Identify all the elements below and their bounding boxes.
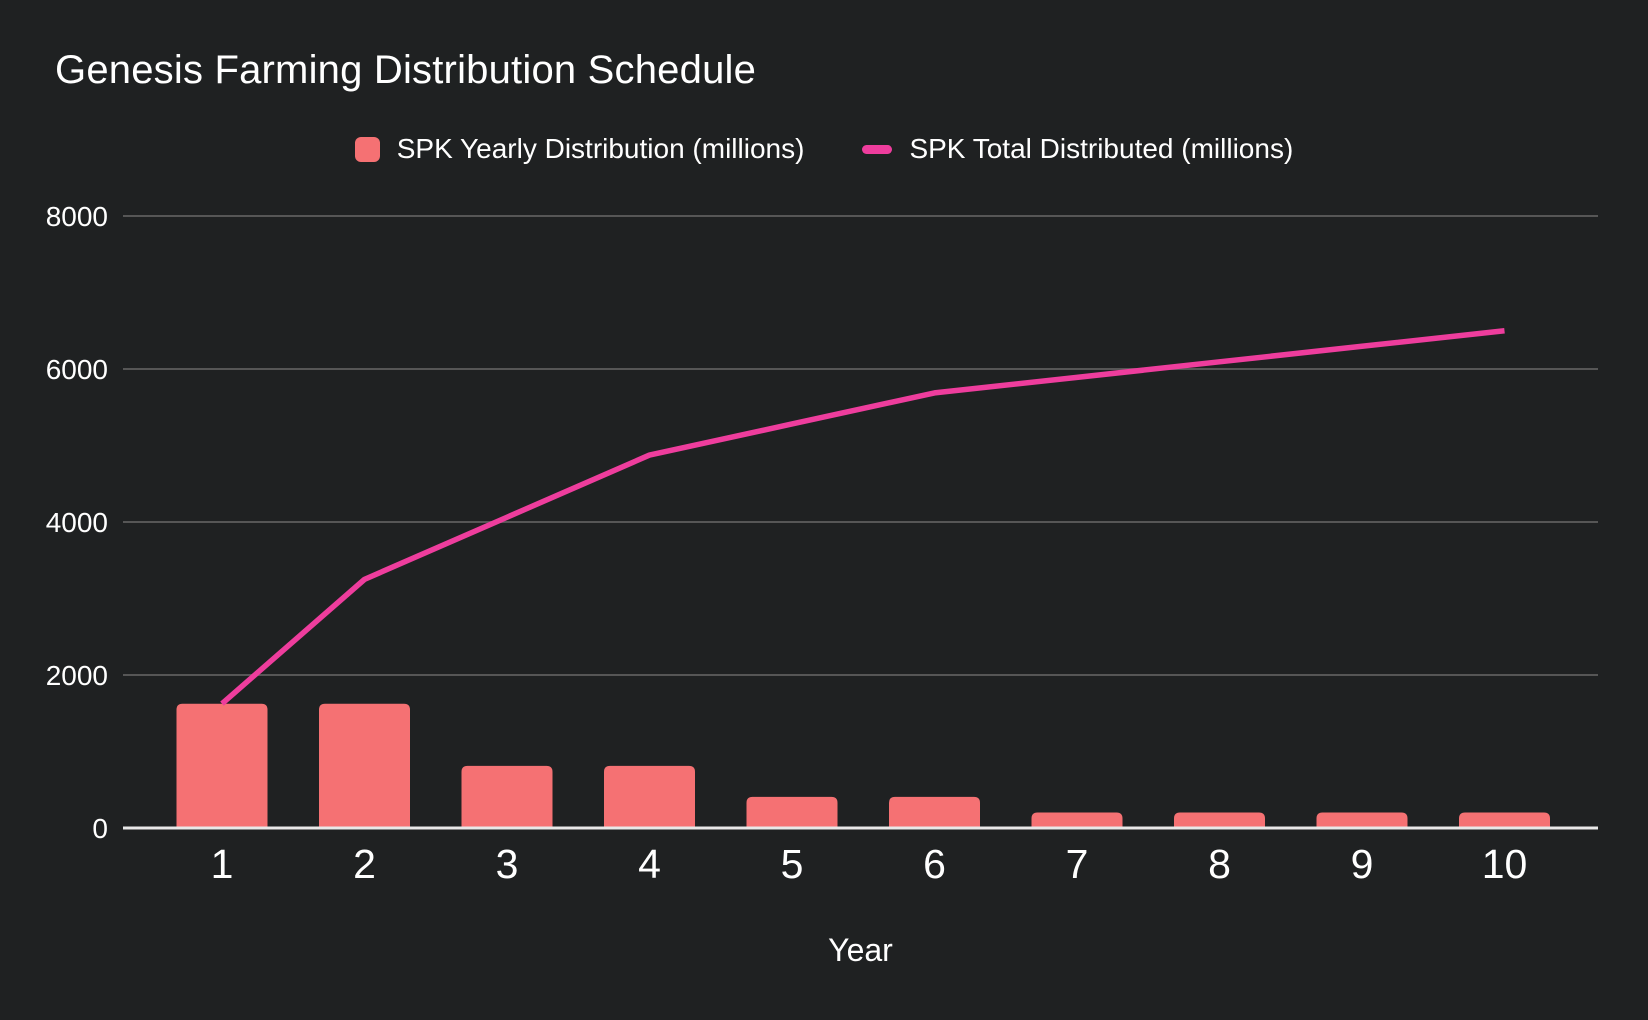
bar-year-2 xyxy=(319,703,410,828)
x-tick-label-3: 3 xyxy=(496,841,519,887)
x-tick-label-1: 1 xyxy=(211,841,234,887)
x-tick-label-4: 4 xyxy=(638,841,661,887)
y-tick-label-8000: 8000 xyxy=(46,201,108,232)
x-axis-title: Year xyxy=(828,932,893,968)
y-tick-label-2000: 2000 xyxy=(46,660,108,691)
x-tick-label-10: 10 xyxy=(1482,841,1528,887)
chart-legend: SPK Yearly Distribution (millions) SPK T… xyxy=(0,126,1648,172)
y-tick-label-4000: 4000 xyxy=(46,507,108,538)
bar-year-6 xyxy=(889,796,980,828)
x-tick-label-8: 8 xyxy=(1208,841,1231,887)
bar-year-3 xyxy=(461,765,553,828)
legend-item-total-distributed: SPK Total Distributed (millions) xyxy=(862,133,1293,165)
bar-year-4 xyxy=(604,765,695,828)
y-tick-label-0: 0 xyxy=(92,813,108,844)
bar-year-8 xyxy=(1174,812,1265,828)
chart-title: Genesis Farming Distribution Schedule xyxy=(55,48,757,92)
total-series-swatch-icon xyxy=(862,144,893,154)
x-tick-label-5: 5 xyxy=(781,841,804,887)
x-tick-label-2: 2 xyxy=(353,841,376,887)
bar-year-5 xyxy=(746,796,838,828)
x-tick-label-6: 6 xyxy=(923,841,946,887)
yearly-series-swatch-icon xyxy=(354,136,380,162)
x-tick-label-9: 9 xyxy=(1351,841,1374,887)
bar-year-9 xyxy=(1316,812,1408,828)
bar-year-1 xyxy=(176,703,268,828)
y-tick-label-6000: 6000 xyxy=(46,354,108,385)
legend-item-total-label: SPK Total Distributed (millions) xyxy=(909,133,1294,164)
x-tick-label-7: 7 xyxy=(1066,841,1089,887)
bar-year-7 xyxy=(1031,812,1123,828)
total-distributed-line xyxy=(220,328,1505,706)
bar-year-10 xyxy=(1459,812,1550,828)
legend-item-yearly-distribution: SPK Yearly Distribution (millions) xyxy=(354,133,805,165)
legend-item-yearly-label: SPK Yearly Distribution (millions) xyxy=(396,133,805,164)
